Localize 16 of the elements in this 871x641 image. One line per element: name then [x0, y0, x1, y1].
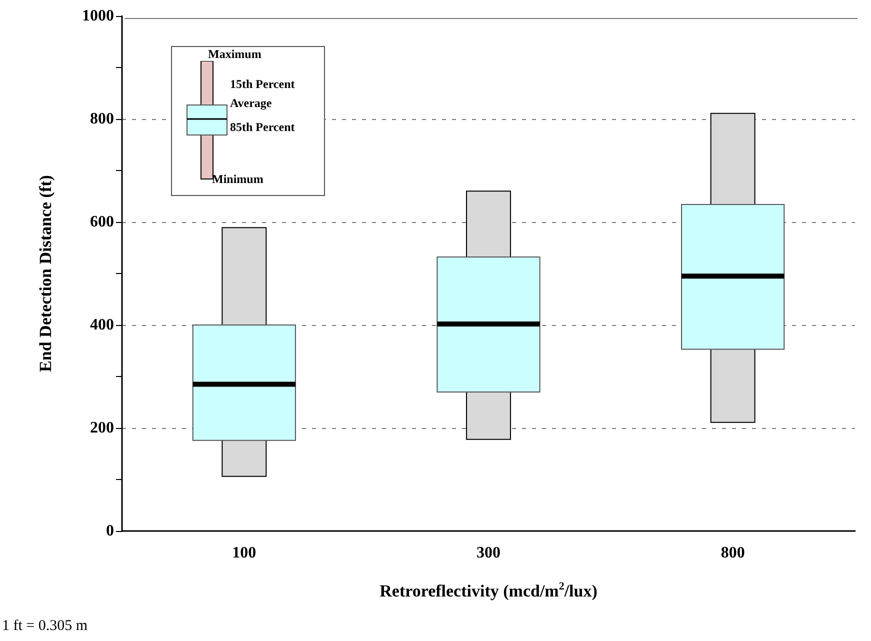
- x-tick-label: 300: [476, 544, 500, 562]
- annotation: Average: [230, 96, 272, 111]
- y-tick-label: 1000: [82, 8, 114, 24]
- x-tick-label: 100: [232, 544, 256, 562]
- y-tick-label: 600: [90, 214, 114, 230]
- annotation: Minimum: [212, 172, 264, 187]
- y-tick-label: 200: [90, 420, 114, 436]
- text: 1 ft = 0.305 m: [2, 618, 88, 635]
- y-tick-label: 400: [90, 316, 114, 334]
- y-axis-title: End Detection Distance (ft): [36, 175, 55, 372]
- annotation: 85th Percent: [230, 120, 295, 135]
- y-tick-label: 800: [90, 110, 114, 128]
- y-tick-label: 0: [106, 522, 114, 540]
- annotation: 15th Percent: [230, 77, 295, 92]
- x-tick-label: 800: [720, 544, 745, 562]
- annotation: Maximum: [208, 47, 262, 62]
